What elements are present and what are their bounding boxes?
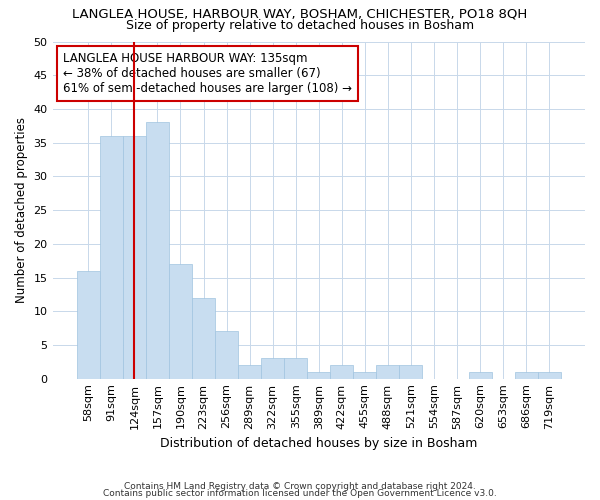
Bar [123, 136, 146, 378]
Bar [538, 372, 561, 378]
Bar [169, 264, 192, 378]
Bar [284, 358, 307, 378]
Bar [307, 372, 330, 378]
Bar [215, 332, 238, 378]
Text: Contains public sector information licensed under the Open Government Licence v3: Contains public sector information licen… [103, 490, 497, 498]
Text: LANGLEA HOUSE, HARBOUR WAY, BOSHAM, CHICHESTER, PO18 8QH: LANGLEA HOUSE, HARBOUR WAY, BOSHAM, CHIC… [73, 8, 527, 20]
Bar [400, 365, 422, 378]
Bar [100, 136, 123, 378]
X-axis label: Distribution of detached houses by size in Bosham: Distribution of detached houses by size … [160, 437, 478, 450]
Bar [146, 122, 169, 378]
Bar [353, 372, 376, 378]
Bar [192, 298, 215, 378]
Text: Size of property relative to detached houses in Bosham: Size of property relative to detached ho… [126, 18, 474, 32]
Bar [238, 365, 261, 378]
Text: Contains HM Land Registry data © Crown copyright and database right 2024.: Contains HM Land Registry data © Crown c… [124, 482, 476, 491]
Y-axis label: Number of detached properties: Number of detached properties [15, 117, 28, 303]
Bar [330, 365, 353, 378]
Bar [376, 365, 400, 378]
Text: LANGLEA HOUSE HARBOUR WAY: 135sqm
← 38% of detached houses are smaller (67)
61% : LANGLEA HOUSE HARBOUR WAY: 135sqm ← 38% … [63, 52, 352, 94]
Bar [77, 271, 100, 378]
Bar [469, 372, 491, 378]
Bar [261, 358, 284, 378]
Bar [515, 372, 538, 378]
